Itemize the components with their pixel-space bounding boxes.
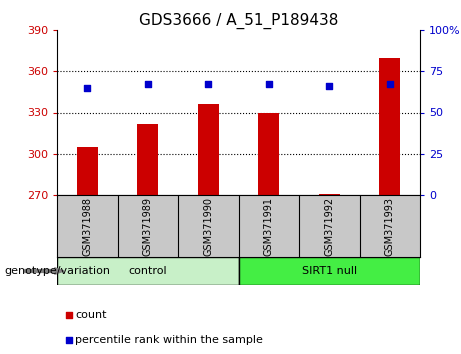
- Point: [65, 312, 72, 318]
- Point: [386, 82, 393, 87]
- Text: GSM371991: GSM371991: [264, 196, 274, 256]
- Bar: [319, 194, 340, 195]
- Title: GDS3666 / A_51_P189438: GDS3666 / A_51_P189438: [139, 12, 338, 29]
- Point: [205, 82, 212, 87]
- Text: genotype/variation: genotype/variation: [5, 266, 111, 276]
- Text: GSM371988: GSM371988: [82, 196, 92, 256]
- Text: SIRT1 null: SIRT1 null: [301, 266, 357, 276]
- Bar: [77, 147, 98, 195]
- Bar: [137, 124, 158, 195]
- Text: percentile rank within the sample: percentile rank within the sample: [76, 335, 263, 345]
- Text: control: control: [129, 266, 167, 276]
- Bar: [198, 104, 219, 195]
- Bar: [57, 257, 238, 285]
- Text: GSM371992: GSM371992: [324, 196, 334, 256]
- Bar: [258, 113, 279, 195]
- Point: [65, 337, 72, 343]
- Bar: [379, 57, 400, 195]
- Point: [265, 82, 272, 87]
- Text: count: count: [76, 310, 107, 320]
- Text: GSM371990: GSM371990: [203, 196, 213, 256]
- Point: [325, 83, 333, 89]
- Bar: [238, 257, 420, 285]
- Point: [83, 85, 91, 91]
- Text: GSM371989: GSM371989: [143, 196, 153, 256]
- Point: [144, 82, 151, 87]
- Text: GSM371993: GSM371993: [385, 196, 395, 256]
